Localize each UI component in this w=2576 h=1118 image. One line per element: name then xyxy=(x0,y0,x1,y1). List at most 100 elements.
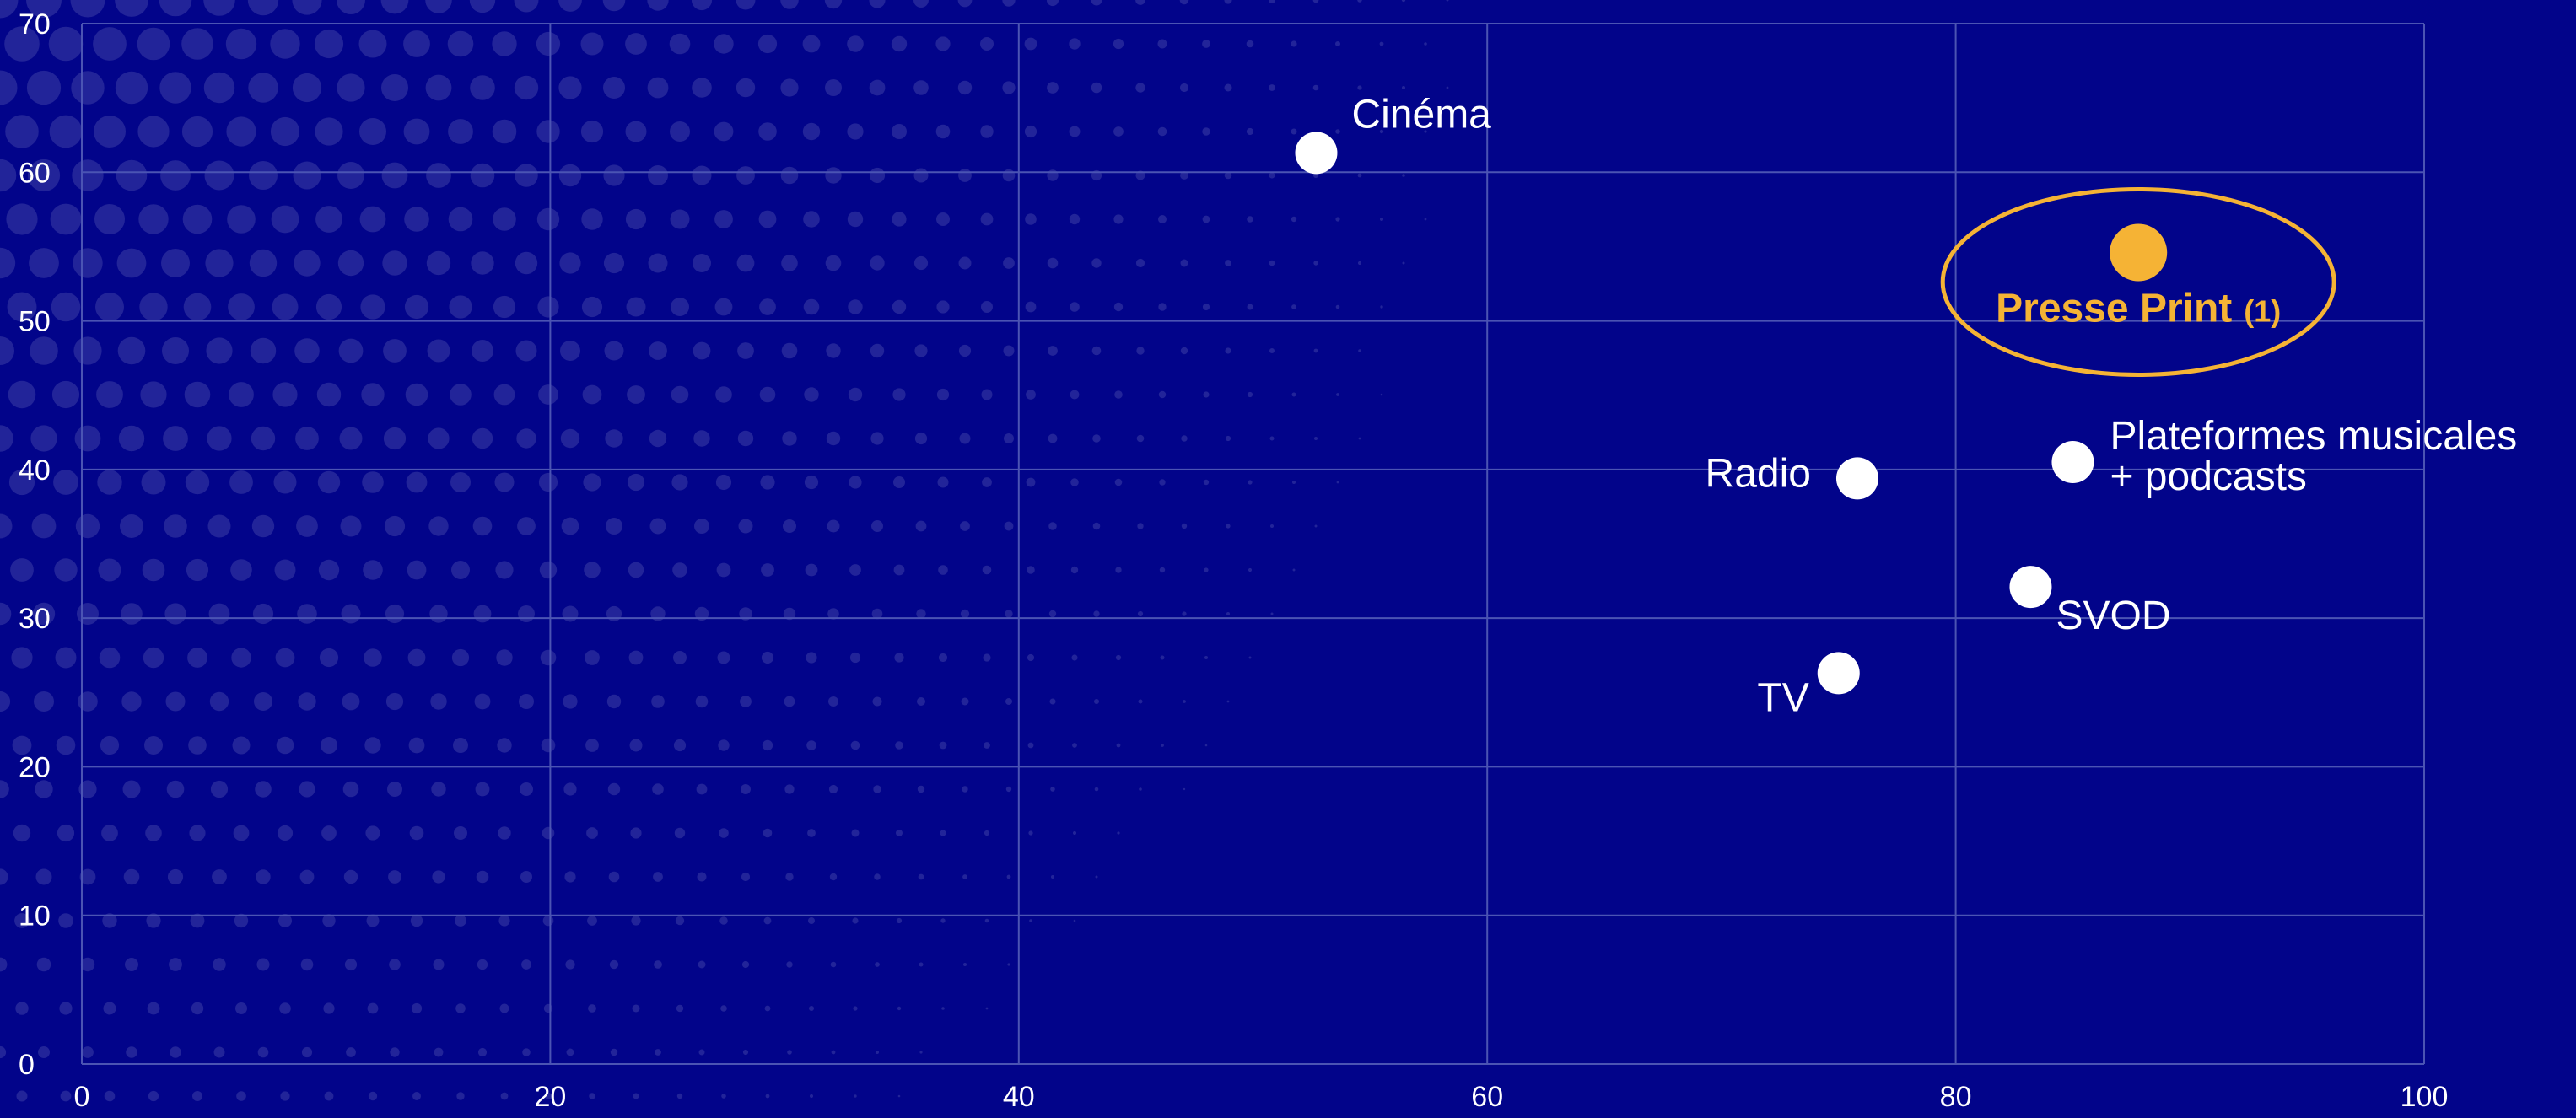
decor-dot xyxy=(714,34,734,54)
decor-dot xyxy=(425,74,452,101)
decor-dot xyxy=(299,869,315,884)
decor-dot xyxy=(1024,37,1037,51)
decor-dot xyxy=(27,159,61,192)
decor-dot xyxy=(294,250,321,277)
decor-dot xyxy=(99,647,121,669)
decor-dot xyxy=(1246,40,1254,48)
decor-dot xyxy=(736,0,756,10)
decor-dot xyxy=(495,561,514,579)
decor-dot xyxy=(984,830,990,836)
decor-dot xyxy=(226,116,256,147)
decor-dot xyxy=(892,388,906,401)
decor-dot xyxy=(781,255,798,271)
decor-dot xyxy=(606,518,622,535)
decor-dot xyxy=(1003,257,1015,269)
decor-dot xyxy=(802,35,821,53)
decor-dot xyxy=(963,963,967,966)
decor-dot xyxy=(936,388,950,401)
decor-dot xyxy=(827,608,839,620)
decor-dot xyxy=(672,562,687,578)
decor-dot xyxy=(870,255,885,271)
decor-dot xyxy=(714,210,733,228)
decor-dot xyxy=(314,29,344,59)
decor-dot xyxy=(938,653,948,663)
decor-dot xyxy=(603,77,625,99)
decor-dot xyxy=(116,159,148,191)
decor-dot xyxy=(1202,215,1210,223)
decor-dot xyxy=(673,739,687,752)
decor-dot xyxy=(1116,743,1121,748)
decor-dot xyxy=(204,160,234,191)
decor-dot xyxy=(610,1048,618,1056)
decor-dot xyxy=(315,293,342,320)
decor-dot xyxy=(16,1090,28,1102)
decor-dot xyxy=(581,296,603,318)
decor-dot xyxy=(893,564,905,576)
decor-dot xyxy=(1073,919,1076,922)
decor-dot xyxy=(450,472,471,492)
decor-dot xyxy=(181,28,213,60)
decor-dot xyxy=(603,164,625,186)
decor-dot xyxy=(892,299,907,314)
decor-dot xyxy=(759,386,776,403)
decor-dot xyxy=(51,292,81,322)
decor-dot xyxy=(277,825,294,841)
decor-dot xyxy=(296,515,318,537)
decor-dot xyxy=(1357,0,1362,3)
decor-dot xyxy=(1226,524,1231,529)
decor-dot xyxy=(256,958,270,971)
decor-dot xyxy=(385,604,405,624)
highlight-ellipse xyxy=(1940,186,2336,377)
decor-dot xyxy=(1179,83,1189,93)
decor-dot xyxy=(346,1047,356,1057)
decor-dot xyxy=(1047,257,1059,269)
decor-dot xyxy=(1094,699,1099,704)
decor-dot xyxy=(126,1046,137,1058)
decor-dot xyxy=(411,1002,423,1014)
decor-dot xyxy=(1357,85,1362,90)
decor-dot xyxy=(1358,437,1361,440)
decor-dot xyxy=(1313,261,1318,266)
decor-dot xyxy=(1092,434,1101,443)
decor-dot xyxy=(344,958,358,971)
decor-dot xyxy=(1247,391,1253,398)
decor-dot xyxy=(138,204,169,234)
decor-dot xyxy=(381,74,408,101)
decor-dot xyxy=(542,826,555,840)
x-tick-label: 100 xyxy=(2401,1081,2449,1113)
decor-dot xyxy=(1269,0,1275,3)
decor-dot xyxy=(191,1002,204,1015)
decor-dot xyxy=(1335,129,1340,134)
decor-dot xyxy=(939,741,947,750)
decor-dot xyxy=(958,344,972,357)
decor-dot xyxy=(1379,129,1384,134)
decor-dot xyxy=(520,782,533,796)
decor-dot xyxy=(385,692,404,711)
decor-dot xyxy=(649,429,667,448)
decor-dot xyxy=(1161,744,1164,747)
decor-dot xyxy=(1402,86,1405,89)
decor-dot xyxy=(207,426,232,451)
decor-dot xyxy=(360,294,385,320)
decor-dot xyxy=(673,651,687,664)
decor-dot xyxy=(1182,611,1187,616)
decor-dot xyxy=(915,520,927,532)
decor-dot xyxy=(407,648,426,667)
decor-dot xyxy=(589,1093,595,1099)
data-point xyxy=(1295,132,1338,175)
decor-dot xyxy=(1357,261,1362,266)
decor-dot xyxy=(740,696,752,707)
decor-dot xyxy=(1180,259,1188,267)
decor-dot xyxy=(449,295,472,319)
decor-dot xyxy=(447,30,474,57)
decor-dot xyxy=(0,868,8,885)
decor-dot xyxy=(271,205,299,234)
decor-dot xyxy=(558,0,582,12)
decor-dot xyxy=(1114,390,1123,399)
decor-dot xyxy=(698,960,706,969)
y-tick-label: 50 xyxy=(19,306,51,338)
decor-dot xyxy=(892,212,907,227)
decor-dot xyxy=(148,1090,159,1102)
decor-dot xyxy=(647,0,669,11)
decor-dot xyxy=(8,469,35,496)
